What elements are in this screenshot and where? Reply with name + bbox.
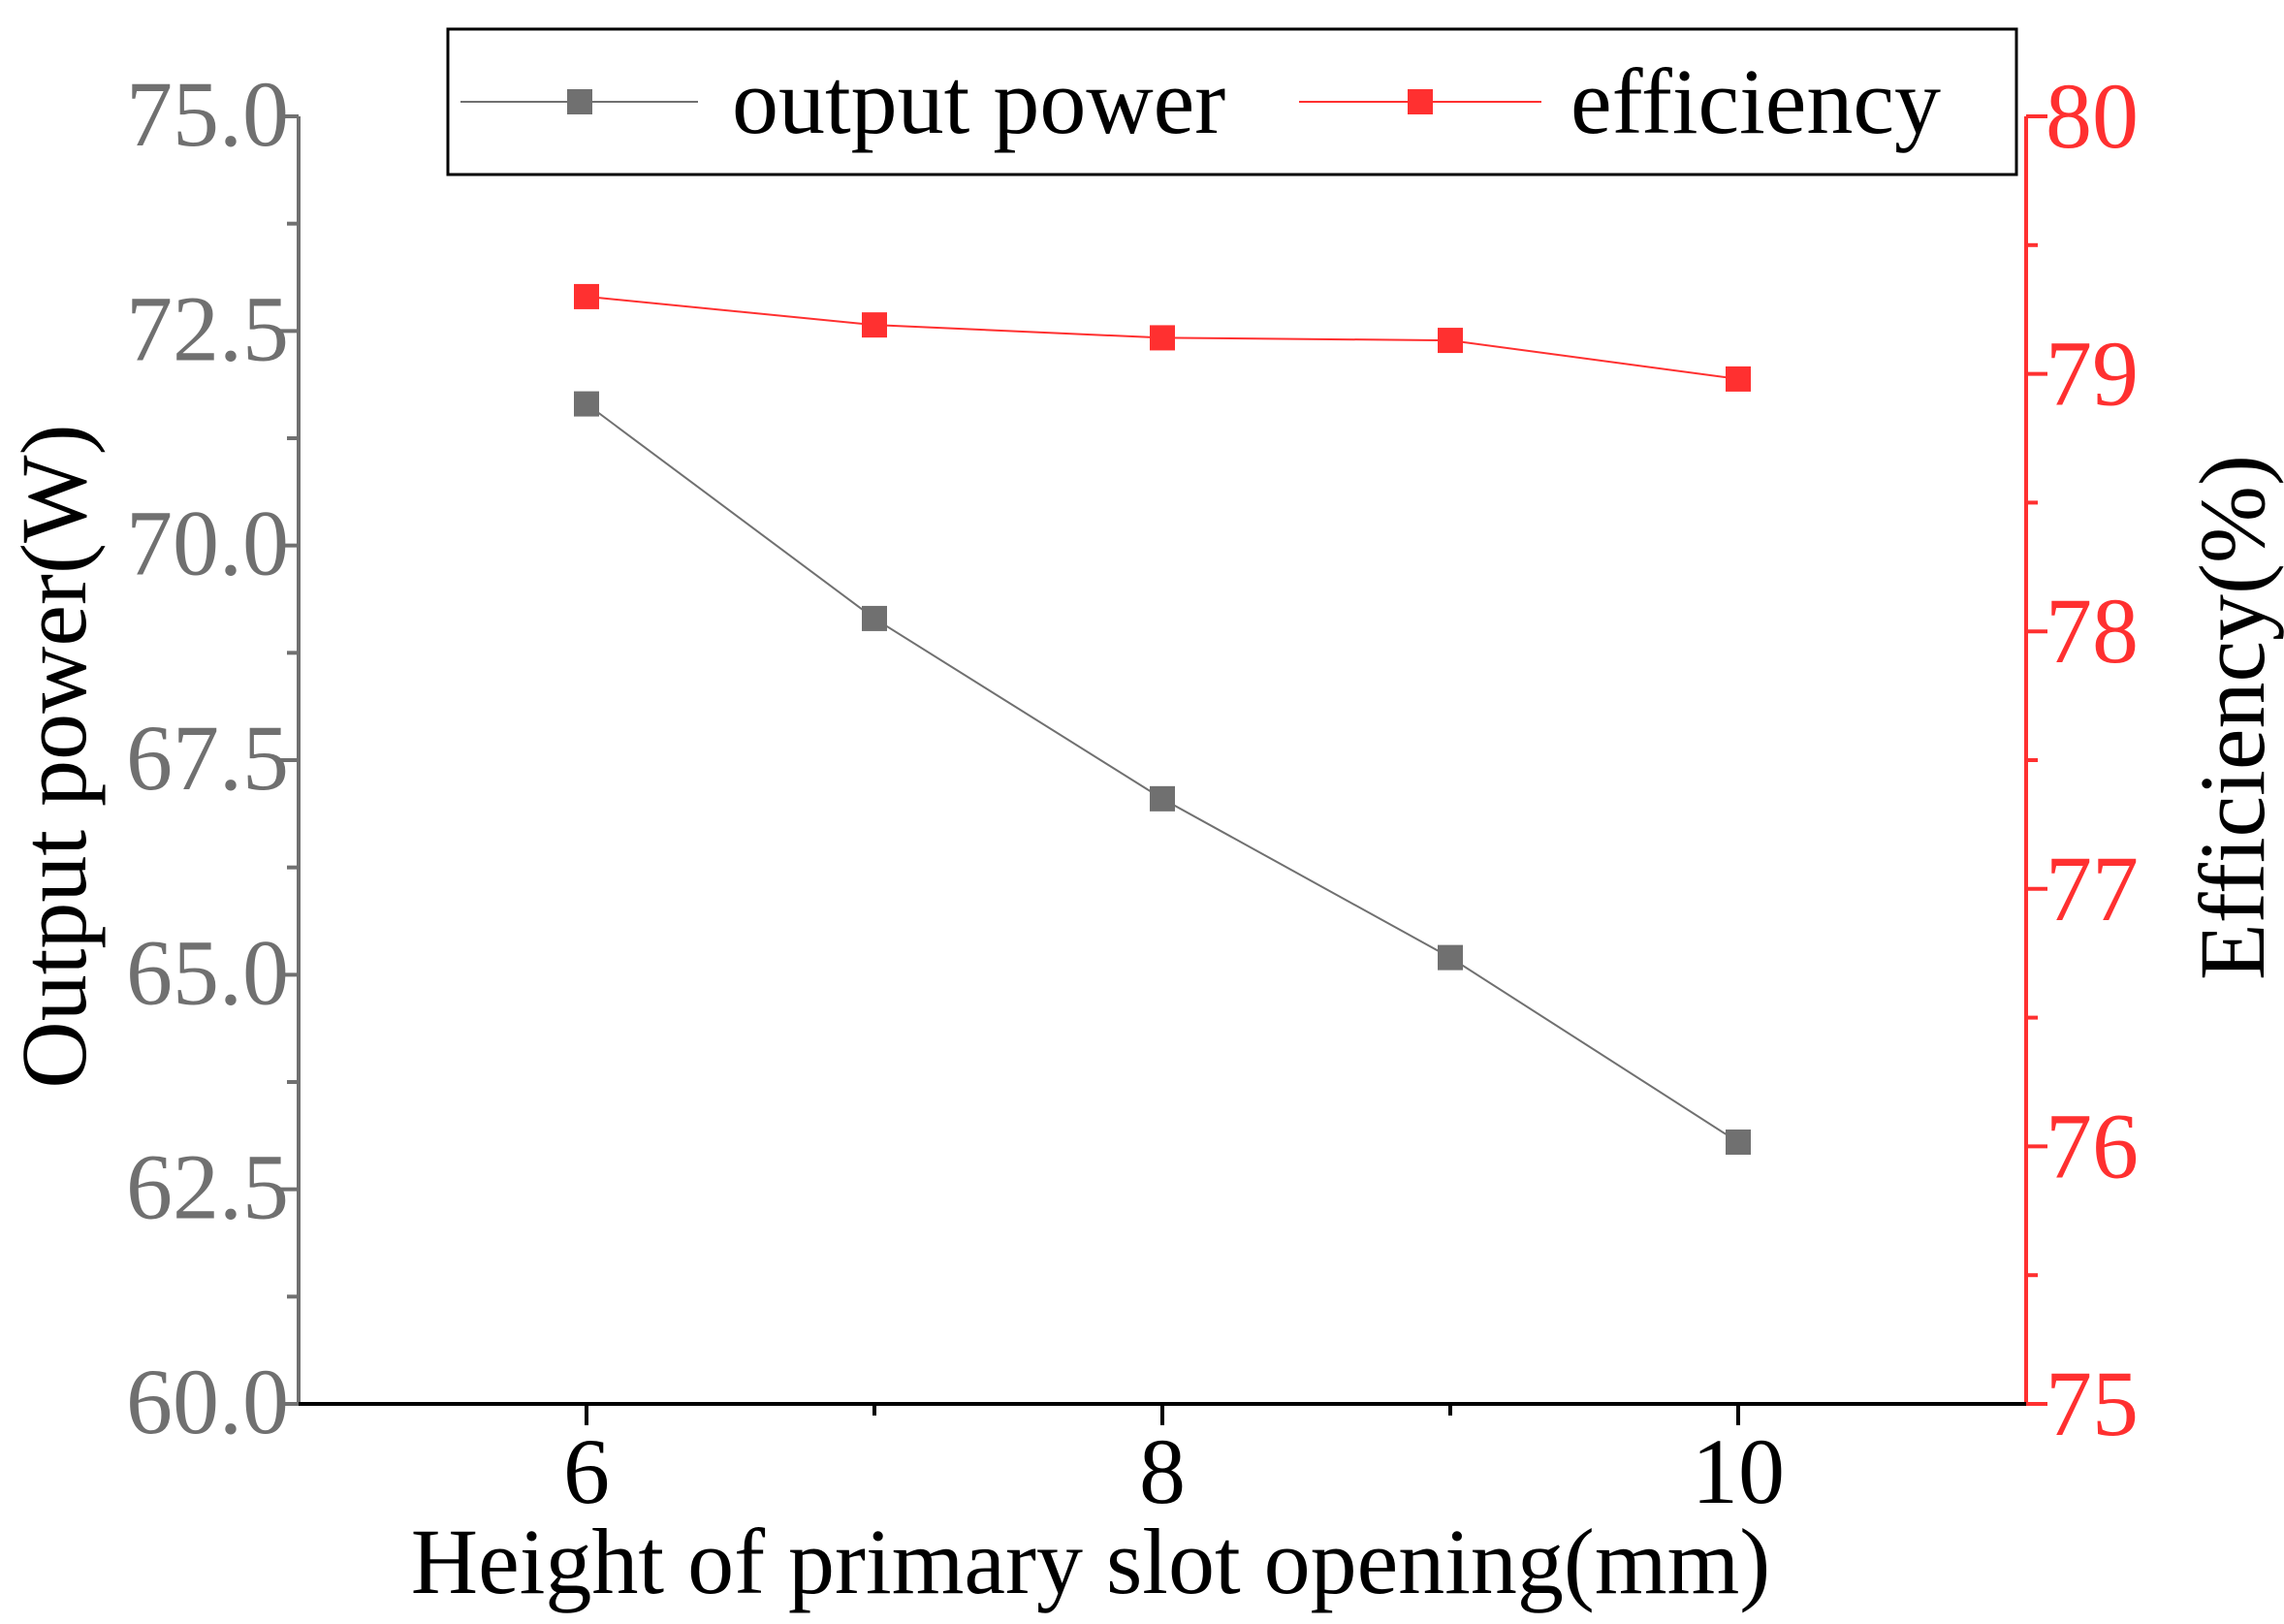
- y-right-tick-label: 79: [2046, 322, 2139, 426]
- y-right-tick-label: 75: [2046, 1352, 2139, 1455]
- series-layer: [574, 283, 1751, 1155]
- y-left-tick-label: 67.5: [126, 706, 289, 810]
- data-point-efficiency: [574, 283, 599, 309]
- y-right-tick-label: 76: [2046, 1094, 2139, 1197]
- y-left-tick-label: 65.0: [126, 920, 289, 1024]
- data-point-output-power: [574, 391, 599, 417]
- legend-marker-efficiency: [1408, 89, 1433, 114]
- data-point-efficiency: [1438, 328, 1463, 354]
- x-tick-label: 10: [1692, 1419, 1785, 1523]
- y-right-tick-label: 80: [2046, 64, 2139, 168]
- series-line-output-power: [586, 402, 1739, 1143]
- x-tick-label: 6: [563, 1419, 610, 1523]
- y-axis-left-title: Output power(W): [2, 424, 106, 1088]
- legend: output power efficiency: [446, 27, 2018, 176]
- data-point-efficiency: [1726, 366, 1751, 392]
- y-right-tick-label: 77: [2046, 837, 2139, 940]
- legend-box: [446, 27, 2018, 176]
- legend-marker-output-power: [567, 89, 592, 114]
- data-point-efficiency: [862, 312, 887, 338]
- y-left-tick-label: 75.0: [126, 62, 289, 166]
- legend-label-efficiency: efficiency: [1570, 49, 1941, 153]
- data-point-output-power: [1150, 785, 1175, 812]
- y-left-tick-label: 60.0: [126, 1350, 289, 1453]
- y-left-tick-label: 70.0: [126, 492, 289, 595]
- data-point-output-power: [862, 605, 887, 631]
- y-left-tick-label: 72.5: [126, 276, 289, 380]
- legend-label-output-power: output power: [732, 49, 1225, 153]
- data-point-output-power: [1726, 1129, 1751, 1155]
- x-axis-title: Height of primary slot opening(mm): [411, 1510, 1770, 1613]
- data-point-efficiency: [1150, 325, 1175, 351]
- y-axis-right-title: Efficiency(%): [2180, 455, 2284, 980]
- data-point-output-power: [1438, 944, 1463, 971]
- axes-layer: 60.0 62.5 65.0 67.5 70.0 72.5 75.0 75 76 77 78 79 80…: [126, 62, 2139, 1523]
- x-tick-label: 8: [1139, 1419, 1186, 1523]
- y-left-tick-label: 62.5: [126, 1135, 289, 1239]
- y-right-tick-label: 78: [2046, 579, 2139, 683]
